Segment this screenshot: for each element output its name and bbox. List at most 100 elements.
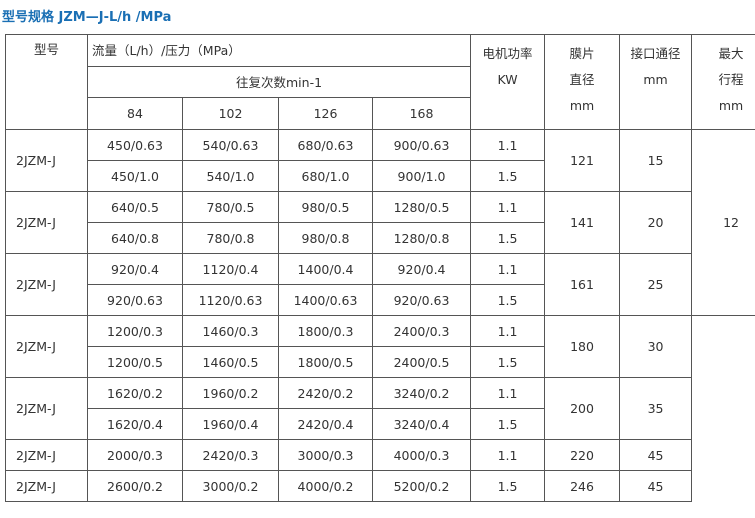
flow-pressure-cell: 2420/0.4 [278, 408, 373, 440]
header-row: 型号 流量（L/h）/压力（MPa） 电机功率 KW 膜片 直径 mm 接口通径… [5, 34, 755, 130]
diaphragm-diameter-cell: 220 [544, 439, 621, 471]
max-stroke-cell: 12 [691, 129, 755, 316]
flow-pressure-cell: 920/0.4 [87, 253, 183, 285]
model-cell: 2JZM-J [5, 439, 88, 471]
header-stroke-label: 最大 [718, 46, 744, 61]
header-model: 型号 [5, 34, 88, 130]
flow-pressure-cell: 540/0.63 [182, 129, 279, 161]
motor-power-cell: 1.1 [470, 191, 546, 223]
flow-pressure-cell: 980/0.5 [278, 191, 373, 223]
flow-pressure-cell: 5200/0.2 [371, 470, 472, 502]
motor-power-cell: 1.5 [470, 222, 546, 254]
table-row: 2JZM-J 920/0.4 1120/0.4 1400/0.4 920/0.4 1.1 1… [5, 253, 755, 316]
flow-pressure-cell: 2400/0.5 [371, 346, 472, 378]
header-motor-power: 电机功率 KW [470, 34, 546, 130]
port-diameter-cell: 45 [619, 439, 693, 471]
flow-pressure-cell: 450/1.0 [87, 160, 183, 192]
flow-pressure-cell: 780/0.8 [182, 222, 279, 254]
flow-pressure-cell: 1800/0.5 [278, 346, 373, 378]
flow-pressure-cell: 2000/0.3 [87, 439, 183, 471]
header-motor-power-label: 电机功率 [482, 46, 533, 61]
header-speed-84: 84 [87, 97, 183, 130]
header-stroke-rate: 往复次数min-1 [86, 66, 472, 98]
flow-pressure-cell: 680/0.63 [278, 129, 373, 161]
header-max-stroke: 最大 行程 mm [691, 34, 755, 130]
flow-pressure-cell: 1120/0.4 [182, 253, 279, 285]
table-row: 1620/0.4 1960/0.4 2420/0.4 3240/0.4 1.5 [6, 408, 755, 440]
header-port-unit: mm [643, 72, 668, 87]
table-row: 920/0.63 1120/0.63 1400/0.63 920/0.63 1.5 [6, 284, 755, 316]
flow-pressure-cell: 3000/0.2 [182, 470, 279, 502]
header-flow-pressure: 流量（L/h）/压力（MPa） [86, 34, 472, 67]
motor-power-cell: 1.5 [470, 408, 546, 440]
header-motor-power-unit: KW [497, 72, 518, 87]
diaphragm-diameter-cell: 200 [544, 377, 621, 440]
flow-pressure-cell: 920/0.63 [371, 284, 472, 316]
model-cell: 2JZM-J [5, 315, 88, 378]
port-diameter-cell: 45 [619, 470, 693, 502]
motor-power-cell: 1.5 [470, 160, 546, 192]
header-diaphragm: 膜片 直径 mm [544, 34, 621, 130]
diaphragm-diameter-cell: 141 [544, 191, 621, 254]
flow-pressure-cell: 640/0.8 [87, 222, 183, 254]
table-row: 450/1.0 540/1.0 680/1.0 900/1.0 1.5 [6, 160, 755, 192]
page-title: 型号规格 JZM—J-L/h /MPa [2, 10, 172, 25]
flow-pressure-cell: 1620/0.4 [87, 408, 183, 440]
flow-pressure-cell: 1620/0.2 [87, 377, 183, 409]
table-row: 1200/0.5 1460/0.5 1800/0.5 2400/0.5 1.5 [6, 346, 755, 378]
header-stroke-label2: 行程 [718, 72, 744, 87]
diaphragm-diameter-cell: 180 [544, 315, 621, 378]
motor-power-cell: 1.1 [470, 377, 546, 409]
port-diameter-cell: 20 [619, 191, 693, 254]
diaphragm-diameter-cell: 121 [544, 129, 621, 192]
motor-power-cell: 1.1 [470, 129, 546, 161]
flow-pressure-cell: 540/1.0 [182, 160, 279, 192]
model-cell: 2JZM-J [5, 191, 88, 254]
diaphragm-diameter-cell: 246 [544, 470, 621, 502]
flow-pressure-cell: 1800/0.3 [278, 315, 373, 347]
port-diameter-cell: 15 [619, 129, 693, 192]
port-diameter-cell: 25 [619, 253, 693, 316]
header-strokes-row: 往复次数min-1 [6, 66, 755, 98]
flow-pressure-cell: 780/0.5 [182, 191, 279, 223]
table-row: 2JZM-J 1200/0.3 1460/0.3 1800/0.3 2400/0.3 1.… [5, 315, 755, 378]
flow-pressure-cell: 680/1.0 [278, 160, 373, 192]
header-speeds-row: 84 102 126 168 [6, 97, 755, 130]
motor-power-cell: 1.5 [470, 470, 546, 502]
table-row: 2JZM-J 2600/0.2 3000/0.2 4000/0.2 5200/0.2 1.… [5, 470, 755, 502]
flow-pressure-cell: 1200/0.3 [87, 315, 183, 347]
flow-pressure-cell: 3000/0.3 [278, 439, 373, 471]
model-cell: 2JZM-J [5, 377, 88, 440]
header-diaphragm-label: 膜片 [569, 46, 595, 61]
flow-pressure-cell: 900/1.0 [371, 160, 472, 192]
motor-power-cell: 1.1 [470, 253, 546, 285]
header-diaphragm-label2: 直径 [569, 72, 595, 87]
flow-pressure-cell: 1280/0.8 [371, 222, 472, 254]
flow-pressure-cell: 3240/0.4 [371, 408, 472, 440]
flow-pressure-cell: 1120/0.63 [182, 284, 279, 316]
header-port-diameter: 接口通径 mm [619, 34, 693, 130]
table-row: 640/0.8 780/0.8 980/0.8 1280/0.8 1.5 [6, 222, 755, 254]
flow-pressure-cell: 2420/0.3 [182, 439, 279, 471]
table-row: 2JZM-J 1620/0.2 1960/0.2 2420/0.2 3240/0.2 1.… [5, 377, 755, 440]
flow-pressure-cell: 1960/0.2 [182, 377, 279, 409]
motor-power-cell: 1.1 [470, 315, 546, 347]
diaphragm-diameter-cell: 161 [544, 253, 621, 316]
flow-pressure-cell: 3240/0.2 [371, 377, 472, 409]
flow-pressure-cell: 1400/0.63 [278, 284, 373, 316]
flow-pressure-cell: 640/0.5 [87, 191, 183, 223]
header-port-label: 接口通径 [630, 46, 681, 61]
port-diameter-cell: 30 [619, 315, 693, 378]
motor-power-cell: 1.1 [470, 439, 546, 471]
table-row: 2JZM-J 640/0.5 780/0.5 980/0.5 1280/0.5 1.1 14… [5, 191, 755, 254]
header-speed-168: 168 [371, 97, 472, 130]
header-diaphragm-unit: mm [569, 98, 595, 113]
port-diameter-cell: 35 [619, 377, 693, 440]
spec-table: 型号 流量（L/h）/压力（MPa） 电机功率 KW 膜片 直径 mm 接口通径… [5, 34, 755, 502]
motor-power-cell: 1.5 [470, 346, 546, 378]
table-row: 2JZM-J 450/0.63 540/0.63 680/0.63 900/0.63 1.… [5, 129, 755, 316]
flow-pressure-cell: 920/0.63 [87, 284, 183, 316]
flow-pressure-cell: 1960/0.4 [182, 408, 279, 440]
flow-pressure-cell: 450/0.63 [87, 129, 183, 161]
motor-power-cell: 1.5 [470, 284, 546, 316]
